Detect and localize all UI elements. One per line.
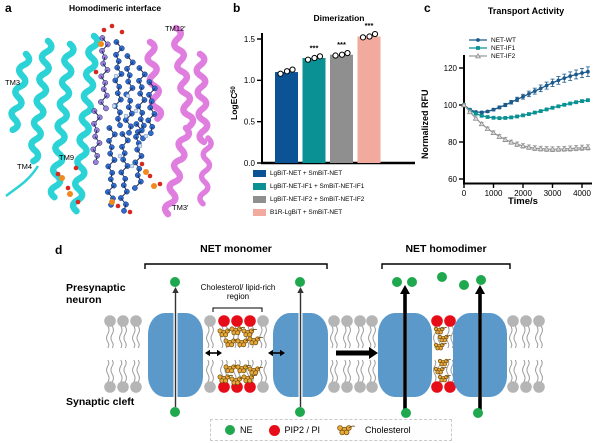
- legend-label: PIP2 / PI: [284, 425, 321, 435]
- panel-c-x-axis-label: Time/s: [508, 196, 538, 207]
- ne-dot-icon: [225, 425, 235, 435]
- legend-item: NET-IF1: [468, 44, 516, 52]
- legend-item-ne: NE: [225, 425, 253, 435]
- panel-b-legend: LgBiT-NET + SmBiT-NET LgBiT-NET-IF1 + Sm…: [253, 167, 364, 219]
- legend-label: NET-IF2: [491, 52, 516, 60]
- cholesterol-molecule-icon: [337, 425, 356, 436]
- svg-text:***: ***: [365, 21, 374, 30]
- svg-text:0.5: 0.5: [244, 117, 256, 126]
- svg-text:1.5: 1.5: [244, 35, 256, 44]
- synaptic-cleft-label: Synaptic cleft: [66, 396, 135, 408]
- legend-item: LgBiT-NET-IF2 + SmBiT-NET-IF2: [253, 193, 364, 206]
- line-marker-icon: [469, 38, 487, 42]
- legend-swatch-icon: [253, 196, 266, 203]
- panel-c-legend: NET-WT NET-IF1 NET-IF2: [468, 36, 516, 60]
- helix-label-tm4: TM4: [17, 162, 32, 171]
- svg-text:***: ***: [337, 40, 346, 49]
- svg-text:3000: 3000: [544, 189, 562, 198]
- svg-text:0.0: 0.0: [244, 159, 256, 166]
- monomer-section-title: NET monomer: [200, 243, 272, 255]
- protein-structure-image: [5, 23, 214, 218]
- svg-text:100: 100: [444, 101, 458, 110]
- legend-swatch-icon: [253, 209, 266, 216]
- legend-item: B1R-LgBiT + SmBiT-NET: [253, 206, 364, 219]
- panel-b-letter: b: [233, 1, 241, 15]
- legend-label: NE: [240, 425, 253, 435]
- legend-swatch-icon: [253, 170, 266, 177]
- panel-c-letter: c: [424, 1, 431, 15]
- legend-item: LgBiT-NET + SmBiT-NET: [253, 167, 364, 180]
- svg-text:60: 60: [448, 175, 457, 184]
- panel-d-legend: NE PIP2 / PI Cholesterol: [210, 419, 452, 441]
- legend-label: Cholesterol: [365, 425, 411, 435]
- homodimer-section-title: NET homodimer: [405, 243, 487, 255]
- svg-text:2000: 2000: [514, 189, 532, 198]
- legend-label: LgBiT-NET + SmBiT-NET: [270, 170, 343, 177]
- helix-label-tm3p: TM3': [172, 203, 189, 212]
- dimerization-bar-chart: 0.0 0.5 1.0 1.5 *** *** ***: [244, 21, 415, 166]
- panel-c-title: Transport Activity: [487, 6, 565, 16]
- helix-label-tm3: TM3: [5, 78, 20, 87]
- transport-activity-line-chart: 60 80 100 120 0 1000 2000 3000 4000: [444, 55, 592, 198]
- panel-d-letter: d: [55, 243, 63, 257]
- legend-item: NET-WT: [468, 36, 516, 44]
- svg-text:1.0: 1.0: [244, 76, 256, 85]
- legend-label: NET-WT: [491, 36, 516, 44]
- svg-text:120: 120: [444, 64, 458, 73]
- svg-text:1000: 1000: [485, 189, 503, 198]
- svg-text:80: 80: [448, 138, 457, 147]
- presynaptic-neuron-label: Presynaptic neuron: [66, 282, 126, 306]
- legend-label: LgBiT-NET-IF2 + SmBiT-NET-IF2: [270, 196, 365, 203]
- svg-text:4000: 4000: [573, 189, 591, 198]
- pip2-dot-icon: [268, 424, 280, 436]
- legend-item-pip2: PIP2 / PI: [268, 424, 321, 436]
- legend-item-cholesterol: Cholesterol: [336, 424, 411, 436]
- legend-item: LgBiT-NET-IF1 + SmBiT-NET-IF1: [253, 180, 364, 193]
- legend-label: NET-IF1: [491, 44, 516, 52]
- helix-label-tm12p: TM12': [165, 24, 186, 33]
- cholesterol-region-label: Cholesterol/ lipid-rich region: [200, 283, 276, 301]
- panel-a-title: Homodimeric interface: [68, 3, 162, 13]
- svg-text:0: 0: [462, 189, 467, 198]
- panel-b-title: Dimerization: [313, 13, 365, 23]
- legend-label: B1R-LgBiT + SmBiT-NET: [270, 209, 343, 216]
- line-marker-icon: [469, 52, 487, 59]
- legend-item: NET-IF2: [468, 52, 516, 60]
- svg-text:***: ***: [310, 43, 319, 52]
- legend-label: LgBiT-NET-IF1 + SmBiT-NET-IF1: [270, 183, 365, 190]
- membrane-schematic: [104, 263, 545, 418]
- helix-label-tm9: TM9: [59, 153, 74, 162]
- legend-swatch-icon: [253, 183, 266, 190]
- panel-a-letter: a: [5, 1, 12, 15]
- line-marker-icon: [469, 46, 487, 50]
